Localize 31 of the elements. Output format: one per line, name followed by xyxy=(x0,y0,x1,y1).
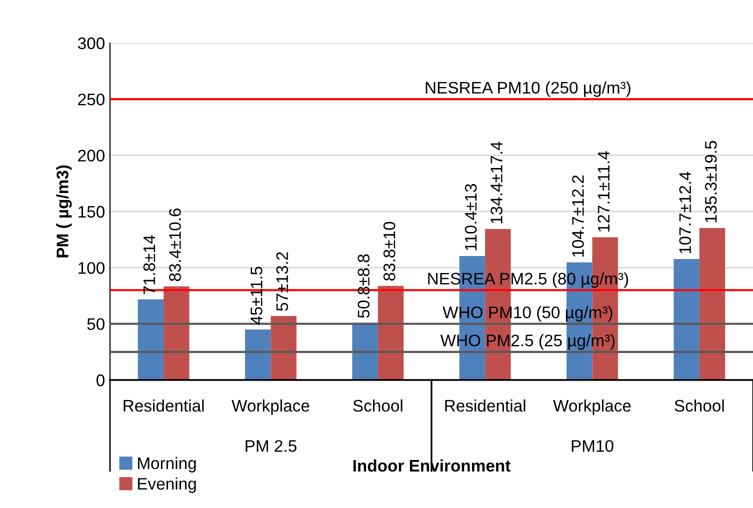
x-tick-label: School xyxy=(674,399,724,412)
y-tick-label: 50 xyxy=(87,318,104,330)
legend-label: Morning xyxy=(138,456,196,472)
data-label: 45±11.5 xyxy=(250,266,262,325)
y-tick-label: 100 xyxy=(78,262,104,274)
data-label: 110.4±13 xyxy=(464,184,477,250)
x-tick-label: Workplace xyxy=(553,399,631,415)
data-label: 104.7±12.2 xyxy=(572,175,584,257)
text: PM 2.5 xyxy=(246,440,296,452)
x-tick-label: Residential xyxy=(124,399,204,412)
y-tick-label: 200 xyxy=(78,150,104,162)
data-label: 71.8±14 xyxy=(143,235,156,294)
data-label: 107.7±12.4 xyxy=(679,172,692,254)
x-tick-label: School xyxy=(353,399,402,412)
data-label: 57±13.2 xyxy=(276,252,288,311)
data-label: 83.4±10.6 xyxy=(169,208,181,282)
y-tick-label: 150 xyxy=(78,206,104,218)
data-label: 83.8±10 xyxy=(383,222,396,281)
data-label: 127.1±11.4 xyxy=(598,151,610,232)
data-label: 135.3±19.5 xyxy=(704,140,717,222)
y-axis-title: PM ( µg/m3) xyxy=(56,165,72,258)
x-tick-label: Workplace xyxy=(232,399,310,415)
text: PM10 xyxy=(572,440,614,452)
data-label: 50.8±8.8 xyxy=(358,254,370,318)
x-tick-label: Residential xyxy=(445,399,526,412)
legend-label: Evening xyxy=(138,477,196,493)
y-tick-label: 300 xyxy=(78,37,104,50)
y-tick-label: 0 xyxy=(96,374,104,386)
data-label: 134.4±17.4 xyxy=(490,142,502,224)
ref-line-label: NESREA PM10 (250 µg/m³) xyxy=(426,81,630,97)
y-tick-label: 250 xyxy=(78,94,104,106)
